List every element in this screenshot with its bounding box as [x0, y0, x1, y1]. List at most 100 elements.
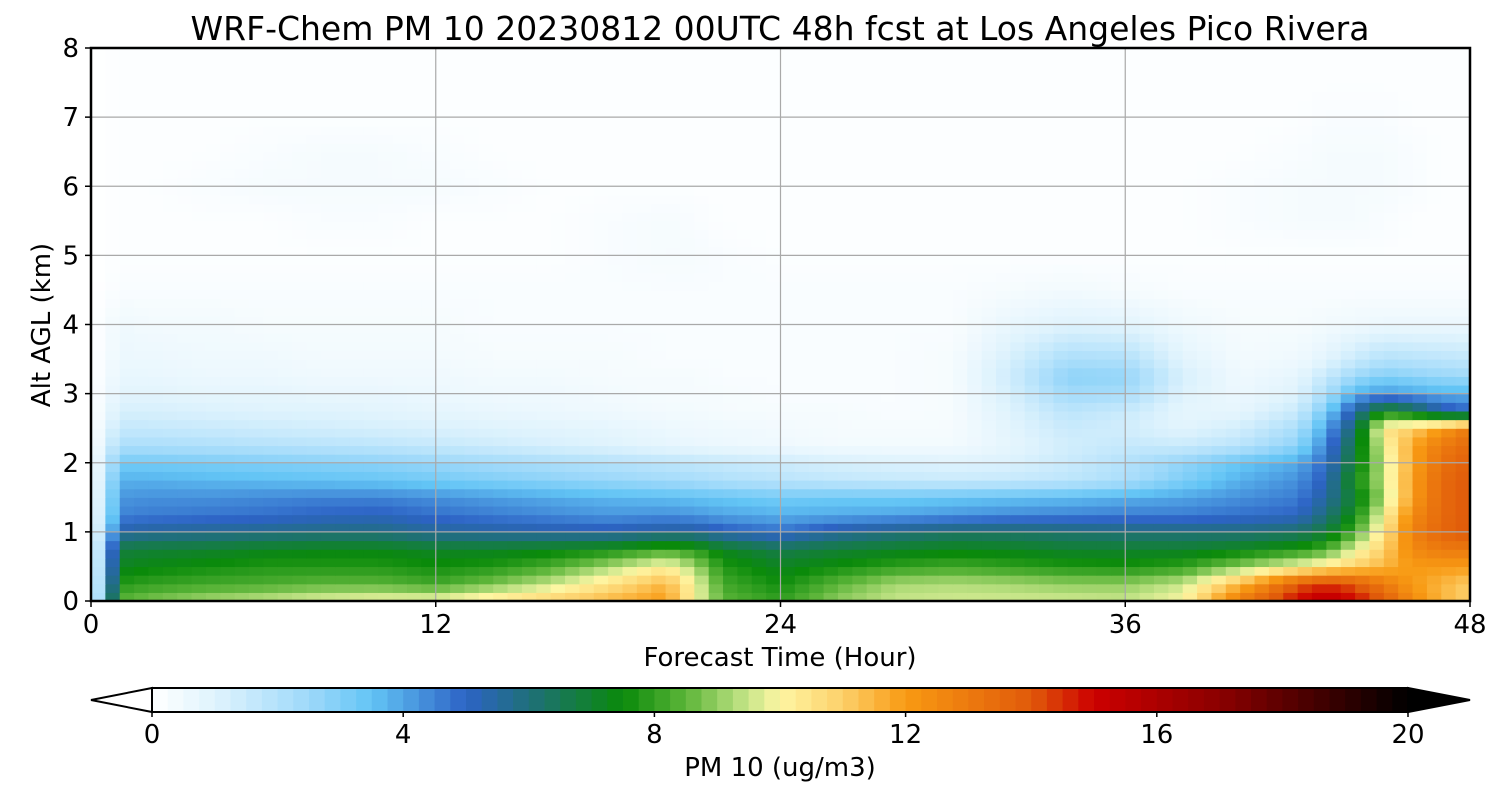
- heatmap-cell: [837, 281, 853, 291]
- heatmap-cell: [938, 419, 954, 429]
- heatmap-cell: [550, 505, 566, 516]
- heatmap-cell: [1039, 540, 1055, 550]
- heatmap-cell: [421, 557, 437, 568]
- heatmap-cell: [91, 566, 106, 576]
- heatmap-cell: [220, 540, 236, 550]
- heatmap-cell: [478, 324, 494, 334]
- heatmap-cell: [1283, 480, 1299, 490]
- heatmap-cell: [1110, 410, 1126, 421]
- heatmap-cell: [421, 393, 437, 403]
- heatmap-cell: [981, 194, 997, 205]
- heatmap-cell: [1369, 436, 1385, 447]
- heatmap-cell: [407, 531, 422, 542]
- heatmap-cell: [981, 341, 997, 352]
- heatmap-cell: [1240, 393, 1256, 403]
- heatmap-cell: [507, 531, 523, 542]
- heatmap-cell: [737, 557, 753, 568]
- heatmap-cell: [995, 505, 1011, 516]
- heatmap-cell: [220, 410, 236, 421]
- heatmap-cell: [507, 384, 523, 395]
- heatmap-cell: [837, 186, 853, 196]
- heatmap-cell: [335, 531, 351, 542]
- heatmap-cell: [1383, 384, 1399, 395]
- heatmap-cell: [450, 264, 466, 274]
- heatmap-cell: [349, 333, 365, 343]
- heatmap-cell: [938, 186, 954, 196]
- heatmap-cell: [105, 575, 121, 585]
- heatmap-cell: [1067, 194, 1083, 205]
- heatmap-cell: [435, 194, 451, 205]
- heatmap-cell: [1010, 272, 1026, 282]
- heatmap-cell: [435, 289, 451, 300]
- heatmap-cell: [320, 177, 336, 187]
- heatmap-cell: [780, 454, 796, 464]
- heatmap-cell: [1340, 514, 1356, 524]
- heatmap-cell: [1182, 540, 1198, 550]
- heatmap-cell: [191, 246, 207, 256]
- heatmap-cell: [378, 523, 394, 533]
- heatmap-cell: [407, 549, 422, 559]
- heatmap-cell: [909, 212, 925, 222]
- heatmap-cell: [636, 566, 652, 576]
- heatmap-cell: [249, 523, 264, 533]
- heatmap-cell: [1197, 384, 1213, 395]
- heatmap-cell: [1139, 488, 1155, 498]
- heatmap-cell: [1125, 281, 1141, 291]
- heatmap-cell: [608, 307, 624, 317]
- heatmap-cell: [651, 393, 667, 403]
- heatmap-cell: [349, 220, 365, 231]
- heatmap-cell: [507, 160, 523, 170]
- heatmap-cell: [1426, 445, 1442, 455]
- heatmap-cell: [679, 203, 695, 213]
- heatmap-cell: [1283, 289, 1299, 300]
- heatmap-cell: [407, 445, 422, 455]
- heatmap-cell: [809, 151, 825, 161]
- heatmap-cell: [1039, 488, 1055, 498]
- heatmap-cell: [723, 393, 738, 403]
- heatmap-cell: [1211, 471, 1227, 481]
- heatmap-cell: [292, 264, 308, 274]
- heatmap-cell: [622, 575, 638, 585]
- heatmap-cell: [1369, 419, 1385, 429]
- heatmap-cell: [320, 402, 336, 412]
- heatmap-cell: [191, 238, 207, 248]
- heatmap-cell: [1426, 410, 1442, 421]
- heatmap-cell: [708, 203, 724, 213]
- heatmap-cell: [579, 324, 595, 334]
- heatmap-cell: [277, 436, 293, 447]
- heatmap-cell: [148, 186, 164, 196]
- heatmap-cell: [493, 462, 509, 472]
- heatmap-cell: [1153, 393, 1169, 403]
- heatmap-cell: [363, 505, 379, 516]
- heatmap-cell: [1326, 428, 1342, 438]
- heatmap-cell: [1010, 471, 1026, 481]
- heatmap-cell: [924, 203, 940, 213]
- heatmap-cell: [378, 212, 394, 222]
- heatmap-cell: [651, 272, 667, 282]
- heatmap-cell: [105, 419, 121, 429]
- heatmap-cell: [134, 436, 150, 447]
- heatmap-cell: [881, 255, 897, 265]
- heatmap-cell: [1383, 272, 1399, 282]
- heatmap-cell: [1096, 272, 1112, 282]
- heatmap-cell: [1426, 229, 1442, 239]
- heatmap-cell: [1096, 514, 1112, 524]
- heatmap-cell: [938, 592, 954, 602]
- heatmap-cell: [1283, 359, 1299, 369]
- heatmap-cell: [809, 229, 825, 239]
- heatmap-cell: [249, 462, 264, 472]
- heatmap-cell: [780, 203, 796, 213]
- heatmap-cell: [493, 575, 509, 585]
- heatmap-cell: [924, 281, 940, 291]
- heatmap-cell: [421, 540, 437, 550]
- heatmap-cell: [205, 428, 221, 438]
- heatmap-cell: [1398, 514, 1414, 524]
- heatmap-cell: [981, 212, 997, 222]
- heatmap-cell: [1082, 557, 1098, 568]
- heatmap-cell: [105, 367, 121, 377]
- heatmap-cell: [119, 246, 135, 256]
- heatmap-cell: [723, 238, 738, 248]
- heatmap-cell: [1340, 393, 1356, 403]
- heatmap-cell: [1139, 376, 1155, 386]
- heatmap-cell: [881, 549, 897, 559]
